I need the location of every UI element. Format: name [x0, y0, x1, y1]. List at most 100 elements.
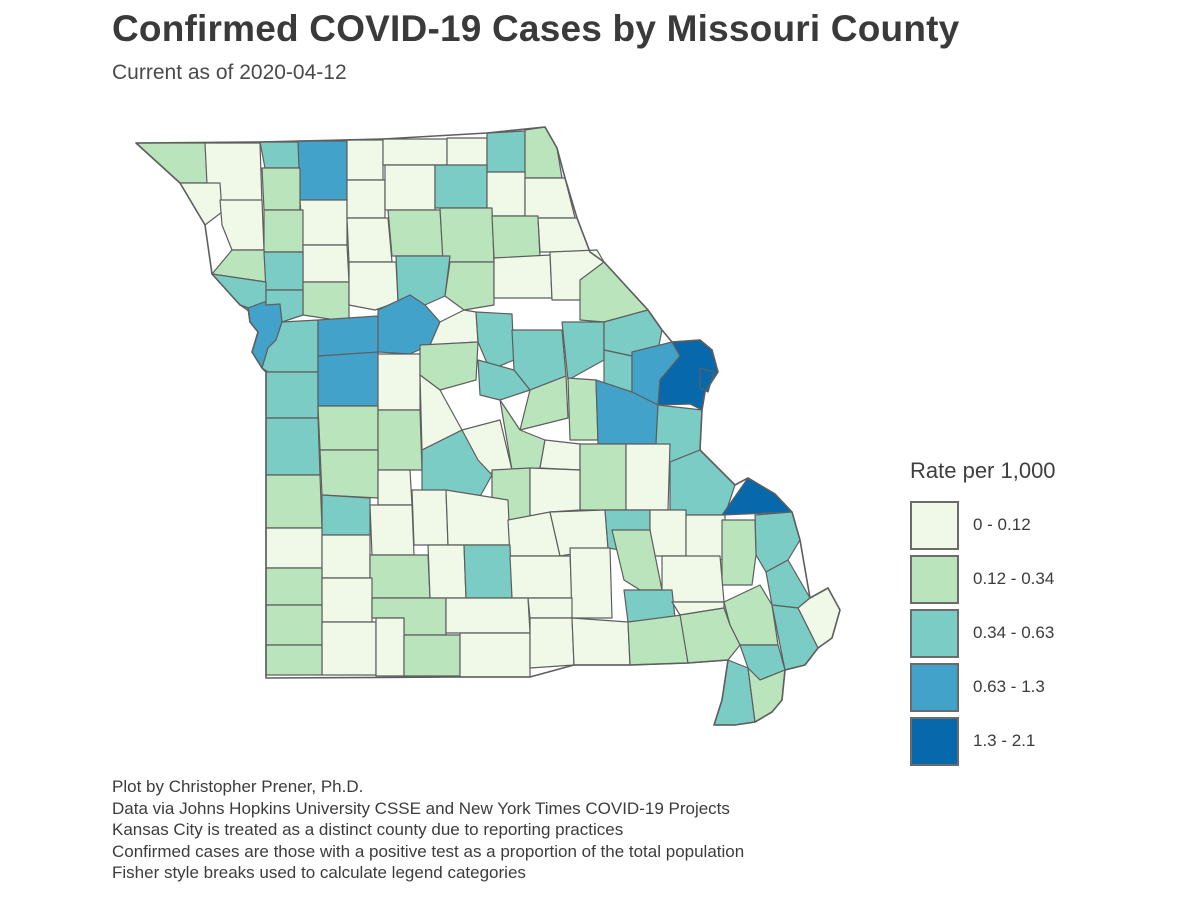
county-region	[377, 469, 413, 506]
county-region	[263, 209, 304, 253]
county-region	[571, 617, 631, 666]
county-region	[321, 621, 377, 676]
county-region	[539, 439, 581, 471]
county-region	[579, 443, 627, 511]
county-region	[265, 567, 323, 606]
county-region	[493, 254, 553, 299]
county-region	[395, 255, 451, 306]
caption-line: Data via Johns Hopkins University CSSE a…	[112, 798, 730, 818]
county-region	[261, 167, 301, 211]
county-region	[377, 409, 423, 471]
legend-swatch	[910, 662, 959, 712]
caption-line: Plot by Christopher Prener, Ph.D.	[112, 777, 364, 796]
legend-label: 1.3 - 2.1	[973, 731, 1036, 750]
county-region	[302, 244, 350, 283]
county-region	[427, 544, 467, 599]
county-region	[319, 449, 379, 499]
county-region	[375, 617, 405, 677]
county-region	[754, 511, 801, 573]
legend-label: 0.34 - 0.63	[973, 623, 1055, 642]
legend-item: 0.12 - 0.34	[910, 552, 1056, 606]
legend-swatch	[910, 608, 959, 658]
legend-label: 0.63 - 1.3	[973, 677, 1045, 696]
county-region	[348, 261, 399, 311]
legend-label: 0 - 0.12	[973, 515, 1031, 534]
county-region	[567, 377, 599, 441]
county-region	[524, 126, 563, 179]
legend-item: 1.3 - 2.1	[910, 714, 1056, 768]
county-region	[685, 514, 726, 561]
legend-swatch	[910, 554, 959, 604]
county-region	[384, 164, 436, 211]
county-region	[317, 405, 379, 451]
county-region	[569, 547, 613, 619]
caption-line: Fisher style breaks used to calculate le…	[112, 863, 526, 883]
county-region	[317, 315, 379, 357]
county-region	[721, 519, 757, 586]
missouri-state-outline	[135, 126, 841, 726]
legend-swatch	[910, 716, 959, 766]
county-region	[403, 634, 461, 677]
county-region	[445, 597, 531, 634]
county-region	[625, 443, 671, 511]
county-region	[509, 555, 573, 599]
county-region	[477, 359, 531, 401]
county-region	[446, 137, 488, 169]
map-title: Confirmed COVID-19 Cases by Missouri Cou…	[112, 8, 960, 49]
county-region	[459, 632, 531, 678]
county-region	[265, 371, 319, 419]
county-region	[444, 261, 495, 311]
county-polygons	[135, 126, 841, 726]
legend-item: 0.63 - 1.3	[910, 660, 1056, 714]
county-region	[475, 311, 515, 371]
source-caption: Plot by Christopher Prener, Ph.D. Data v…	[112, 776, 744, 884]
legend-item: 0.34 - 0.63	[910, 606, 1056, 660]
county-region	[346, 179, 386, 219]
county-region	[491, 215, 541, 259]
county-region	[346, 139, 384, 181]
county-region	[302, 281, 350, 323]
county-region	[263, 251, 304, 291]
county-region	[369, 504, 415, 556]
county-region	[419, 341, 479, 391]
county-region	[219, 199, 265, 251]
county-region	[486, 171, 526, 217]
county-region	[434, 164, 488, 209]
county-region	[382, 138, 448, 166]
county-region	[429, 309, 479, 346]
map-legend: Rate per 1,000 0 - 0.12 0.12 - 0.34 0.34…	[910, 458, 1056, 768]
county-region	[649, 509, 687, 557]
county-region	[265, 417, 321, 476]
county-region	[669, 449, 736, 516]
legend-title: Rate per 1,000	[910, 458, 1056, 483]
county-region	[321, 534, 371, 579]
county-region	[317, 351, 379, 407]
map-subtitle: Current as of 2020-04-12	[112, 61, 347, 84]
county-region	[297, 140, 348, 201]
county-region	[299, 199, 348, 246]
caption-line: Kansas City is treated as a distinct cou…	[112, 820, 624, 840]
legend-swatch	[910, 500, 959, 550]
county-region	[387, 209, 444, 257]
county-region	[265, 527, 323, 569]
county-region	[265, 604, 323, 646]
county-region	[265, 474, 323, 529]
county-region	[699, 367, 715, 393]
county-region	[627, 614, 689, 666]
legend-item: 0 - 0.12	[910, 498, 1056, 552]
caption-line: Confirmed cases are those with a positiv…	[112, 841, 745, 861]
county-region	[527, 597, 573, 619]
county-region	[529, 617, 575, 669]
county-region	[321, 494, 371, 536]
county-region	[445, 489, 511, 546]
county-region	[346, 217, 393, 263]
county-region	[486, 130, 526, 173]
legend-label: 0.12 - 0.34	[973, 569, 1055, 588]
county-region	[439, 207, 495, 263]
county-region	[259, 141, 301, 169]
county-region	[561, 321, 605, 381]
county-region	[321, 577, 373, 623]
county-region	[265, 644, 323, 676]
county-region	[135, 142, 209, 184]
